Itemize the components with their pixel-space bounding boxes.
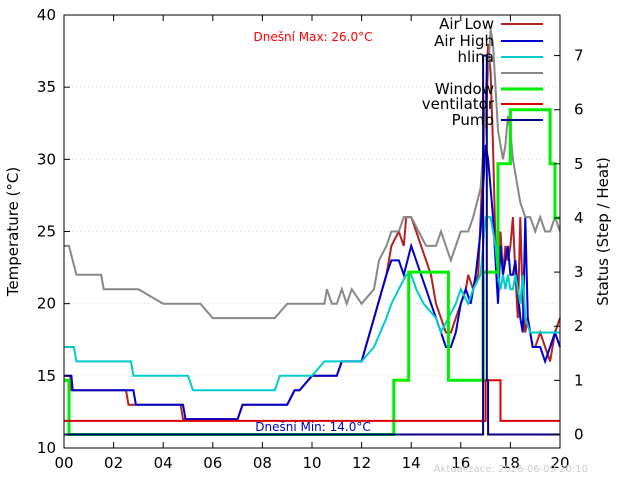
series-line-5 xyxy=(64,379,560,422)
legend-label: Air Low xyxy=(439,15,494,33)
y2-tick-label: 7 xyxy=(574,47,584,65)
legend-label: Air High xyxy=(434,32,494,50)
x-tick-label: 16 xyxy=(451,454,470,472)
legend-label: Window xyxy=(435,80,494,98)
x-tick-label: 12 xyxy=(352,454,371,472)
x-tick-label: 10 xyxy=(302,454,321,472)
y2-tick-label: 5 xyxy=(574,155,584,173)
legend-label: Pump xyxy=(452,111,494,129)
y2-tick-label: 1 xyxy=(574,371,584,389)
legend-label: ventilator xyxy=(422,95,495,113)
y2-axis-title: Status (Step / Heat) xyxy=(594,157,612,306)
x-tick-label: 02 xyxy=(104,454,123,472)
x-tick-label: 06 xyxy=(203,454,222,472)
legend-label: hlina xyxy=(457,48,494,66)
y-tick-label: 35 xyxy=(37,78,56,96)
x-tick-label: 18 xyxy=(501,454,520,472)
x-tick-label: 08 xyxy=(253,454,272,472)
series-line-2 xyxy=(64,216,560,392)
y2-tick-label: 6 xyxy=(574,101,584,119)
series-layer xyxy=(64,29,561,436)
y-tick-label: 40 xyxy=(37,6,56,24)
series-line-6 xyxy=(64,54,560,436)
y-tick-label: 30 xyxy=(37,150,56,168)
y-tick-label: 10 xyxy=(37,439,56,457)
y-tick-label: 15 xyxy=(37,367,56,385)
y-tick-label: 25 xyxy=(37,223,56,241)
series-line-3 xyxy=(64,29,561,320)
y2-tick-label: 3 xyxy=(574,263,584,281)
update-timestamp: Aktualizace: 2026-06-09 20:10 xyxy=(434,464,588,475)
x-tick-label: 00 xyxy=(54,454,73,472)
x-tick-label: 14 xyxy=(402,454,421,472)
y-axis-title: Temperature (°C) xyxy=(4,167,22,297)
y2-tick-label: 2 xyxy=(574,317,584,335)
x-tick-label: 04 xyxy=(154,454,173,472)
y2-tick-label: 4 xyxy=(574,209,584,227)
x-tick-label: 20 xyxy=(550,454,569,472)
y2-tick-label: 0 xyxy=(574,425,584,443)
y-tick-label: 20 xyxy=(37,295,56,313)
min-annotation: Dnešní Min: 14.0°C xyxy=(255,420,370,434)
max-annotation: Dnešní Max: 26.0°C xyxy=(254,30,373,44)
series-line-1 xyxy=(64,144,561,421)
